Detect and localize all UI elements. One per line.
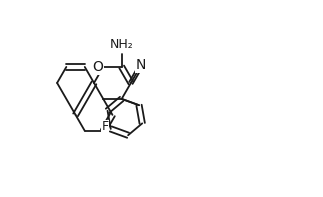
Text: O: O: [92, 60, 103, 74]
Text: N: N: [136, 58, 146, 72]
Text: F: F: [102, 120, 109, 133]
Text: NH₂: NH₂: [110, 38, 133, 51]
